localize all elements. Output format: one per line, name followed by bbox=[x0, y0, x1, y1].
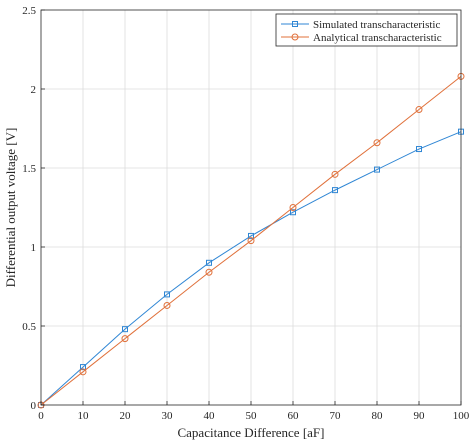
x-tick-label: 100 bbox=[453, 410, 470, 422]
legend-marker-circle bbox=[291, 33, 299, 41]
y-tick-label: 0 bbox=[31, 400, 37, 412]
data-point-circle bbox=[205, 268, 213, 276]
data-point-square bbox=[374, 166, 380, 173]
y-tick-label: 1 bbox=[31, 242, 37, 254]
legend-marker-square bbox=[292, 21, 298, 27]
series-simulated bbox=[38, 128, 464, 408]
x-tick-label: 0 bbox=[38, 410, 44, 422]
x-axis-label: Capacitance Difference [aF] bbox=[177, 425, 324, 440]
legend-entry-simulated: Simulated transcharacteristic bbox=[281, 19, 440, 31]
series-line bbox=[40, 75, 462, 406]
y-tick-label: 2 bbox=[31, 84, 37, 96]
data-point-square bbox=[80, 364, 86, 371]
x-tick-label: 80 bbox=[372, 410, 384, 422]
data-point-square bbox=[290, 209, 296, 216]
data-point-circle bbox=[415, 106, 423, 114]
grid bbox=[41, 10, 461, 405]
x-tick-label: 90 bbox=[414, 410, 426, 422]
y-tick-label: 1.5 bbox=[22, 163, 36, 175]
y-axis-label: Differential output voltage [V] bbox=[3, 128, 18, 288]
data-point-circle bbox=[163, 301, 171, 309]
legend-label-analytical: Analytical transcharacteristic bbox=[313, 32, 442, 44]
data-point-circle bbox=[247, 237, 255, 245]
data-point-square bbox=[248, 232, 254, 239]
data-point-square bbox=[332, 187, 338, 194]
x-tick-label: 20 bbox=[120, 410, 132, 422]
x-tick-label: 70 bbox=[330, 410, 342, 422]
data-point-square bbox=[416, 146, 422, 153]
data-point-circle bbox=[331, 170, 339, 178]
data-point-circle bbox=[289, 204, 297, 211]
x-tick-label: 40 bbox=[204, 410, 216, 422]
data-point-square bbox=[122, 326, 128, 333]
legend-box bbox=[275, 13, 458, 47]
y-tick-label: 0.5 bbox=[22, 321, 36, 333]
data-point-square bbox=[164, 291, 170, 298]
x-tick-label: 50 bbox=[246, 410, 258, 422]
series-layer bbox=[37, 72, 465, 409]
data-point-circle bbox=[121, 335, 129, 343]
data-point-circle bbox=[373, 139, 381, 147]
data-point-circle bbox=[79, 368, 87, 376]
x-tick-label: 10 bbox=[78, 410, 90, 422]
ticks: 0 10 20 30 40 50 60 70 80 90 100 0 0.5 1 1.5 2 2.5 bbox=[22, 5, 470, 422]
legend: Simulated transcharacteristic Analytical… bbox=[275, 13, 458, 47]
legend-entry-analytical: Analytical transcharacteristic bbox=[281, 32, 442, 44]
x-tick-label: 30 bbox=[162, 410, 174, 422]
data-point-square bbox=[206, 259, 212, 266]
y-tick-label: 2.5 bbox=[22, 5, 36, 17]
legend-label-simulated: Simulated transcharacteristic bbox=[313, 19, 440, 31]
series-line bbox=[40, 131, 462, 406]
x-tick-label: 60 bbox=[288, 410, 300, 422]
